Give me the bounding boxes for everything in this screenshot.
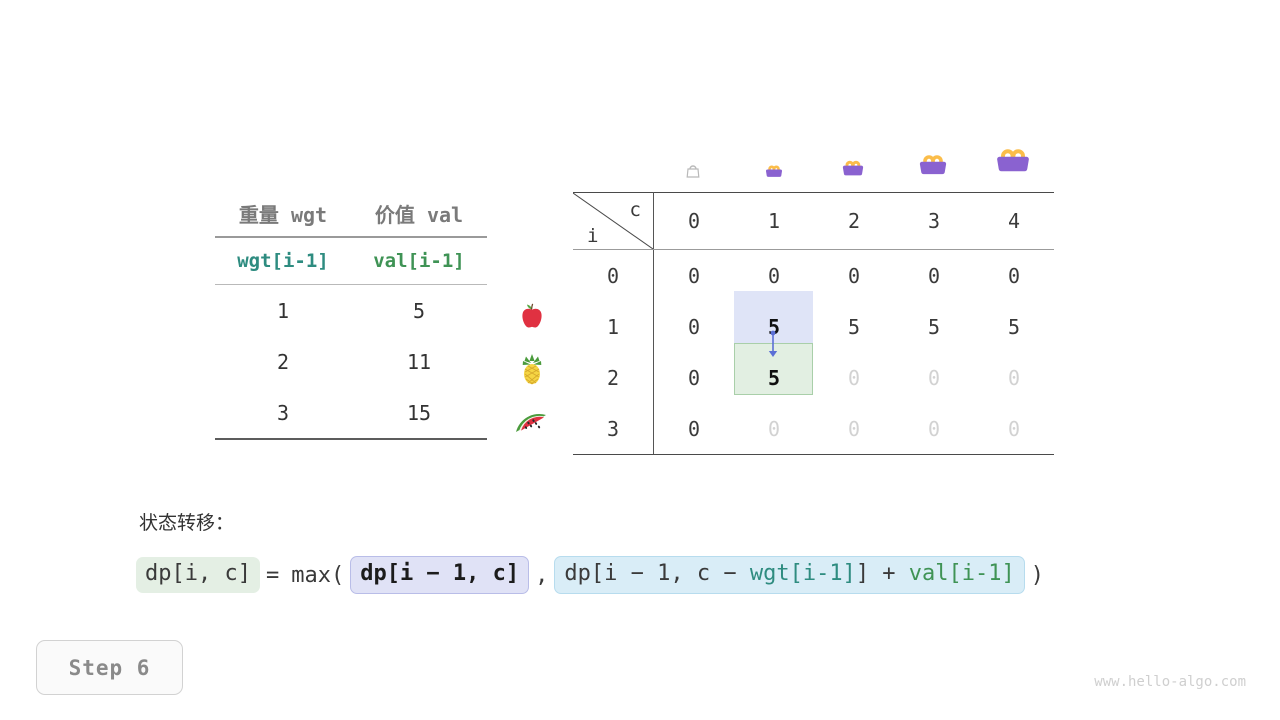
dp-cell-3-1: 0 <box>734 403 814 455</box>
dp-col-header-1: 1 <box>734 192 814 250</box>
item-3-weight: 3 <box>215 387 351 440</box>
dp-cell-0-2: 0 <box>847 263 861 288</box>
formula-arg2: dp[i − 1, c − wgt[i-1]] + val[i-1] <box>554 556 1025 595</box>
dp-row-header-0: 0 <box>573 249 654 301</box>
diagonal-divider-icon <box>573 193 653 249</box>
dp-cell-0-3: 0 <box>927 263 941 288</box>
formula-lhs: dp[i, c] <box>136 557 260 594</box>
watermelon-icon <box>512 402 552 442</box>
bag-icon-empty <box>681 158 705 182</box>
dp-row-header-2: 2 <box>573 352 654 403</box>
dp-table: c i 0 1 2 3 4 0 0 0 0 0 0 <box>573 192 1054 455</box>
formula-comma: , <box>535 562 549 588</box>
bag-icon-3 <box>911 138 955 182</box>
formula-arg1: dp[i − 1, c] <box>350 556 530 595</box>
formula-arg2-part1: dp[i − 1, c − <box>564 561 750 586</box>
dp-cell-2-2: 0 <box>847 365 861 390</box>
item-1-weight: 1 <box>276 298 290 323</box>
dp-table-corner-cell: c i <box>573 192 654 250</box>
table-row: 2 0 5 0 0 0 <box>573 352 1054 403</box>
dp-cell-0-4: 0 <box>1007 263 1021 288</box>
bag-icon-1 <box>759 152 789 182</box>
dp-col-header-3: 3 <box>894 192 974 250</box>
table-row: 3 15 <box>215 387 487 440</box>
dp-cell-0-0: 0 <box>687 263 701 288</box>
dp-cell-2-3: 0 <box>927 365 941 390</box>
item-table-header-row: 重量 wgt 价值 val <box>215 190 487 238</box>
table-row: 3 0 0 0 0 0 <box>573 403 1054 455</box>
dp-table-header-row: c i 0 1 2 3 4 <box>573 192 1054 250</box>
dp-col-header-0: 0 <box>653 192 734 250</box>
item-1-value: 5 <box>412 298 426 323</box>
state-transition-formula: dp[i, c] = max( dp[i − 1, c] , dp[i − 1,… <box>136 556 1050 595</box>
formula-equals: = <box>265 562 280 588</box>
dp-cell-3-3: 0 <box>894 403 974 455</box>
dp-cell-2-4: 0 <box>1007 365 1021 390</box>
transition-arrow-icon <box>764 330 782 366</box>
state-transition-caption: 状态转移： <box>139 512 235 534</box>
item-table-var-val: val[i-1] <box>351 237 487 285</box>
table-row: 2 11 <box>215 336 487 387</box>
dp-cell-0-1: 0 <box>767 263 781 288</box>
item-table-variable-row: wgt[i-1] val[i-1] <box>215 237 487 285</box>
table-row: 1 5 <box>215 285 487 337</box>
item-2-value: 11 <box>406 349 432 374</box>
step-badge: Step 6 <box>36 640 183 695</box>
dp-col-header-4: 4 <box>974 192 1054 250</box>
bag-icon-2 <box>835 146 871 182</box>
formula-arg2-wgt: wgt[i-1] <box>749 561 856 586</box>
dp-row-header-3: 3 <box>573 403 654 455</box>
dp-cell-1-3: 5 <box>927 314 941 339</box>
dp-col-header-2: 2 <box>814 192 894 250</box>
item-weight-value-table: 重量 wgt 价值 val wgt[i-1] val[i-1] 1 5 2 11 <box>215 190 487 440</box>
dp-row-header-1: 1 <box>573 301 654 352</box>
formula-arg2-val: val[i-1] <box>908 561 1015 586</box>
item-3-value: 15 <box>351 387 487 440</box>
item-table-header-value: 价值 val <box>351 190 487 238</box>
formula-max-open: max( <box>291 562 345 588</box>
pineapple-icon <box>512 350 552 390</box>
formula-close-paren: ) <box>1030 562 1045 588</box>
item-2-weight: 2 <box>276 349 290 374</box>
formula-arg2-part2: ] + <box>855 561 909 586</box>
dp-corner-label-c: c <box>629 199 641 221</box>
dp-cell-1-2: 5 <box>847 314 861 339</box>
dp-cell-1-0: 0 <box>687 314 701 339</box>
table-row: 0 0 0 0 0 0 <box>573 249 1054 301</box>
table-row: 1 0 5 5 5 5 <box>573 301 1054 352</box>
apple-icon <box>512 298 552 338</box>
dp-cell-3-2: 0 <box>814 403 894 455</box>
dp-corner-label-i: i <box>587 225 599 247</box>
watermark: www.hello-algo.com <box>1094 674 1246 690</box>
dp-cell-3-0: 0 <box>653 403 734 455</box>
dp-cell-2-0: 0 <box>687 365 701 390</box>
dp-cell-3-4: 0 <box>974 403 1054 455</box>
item-table-header-weight: 重量 wgt <box>215 190 351 238</box>
bag-icon-4 <box>988 130 1038 180</box>
item-table-var-wgt: wgt[i-1] <box>215 237 351 285</box>
dp-cell-1-4: 5 <box>1007 314 1021 339</box>
